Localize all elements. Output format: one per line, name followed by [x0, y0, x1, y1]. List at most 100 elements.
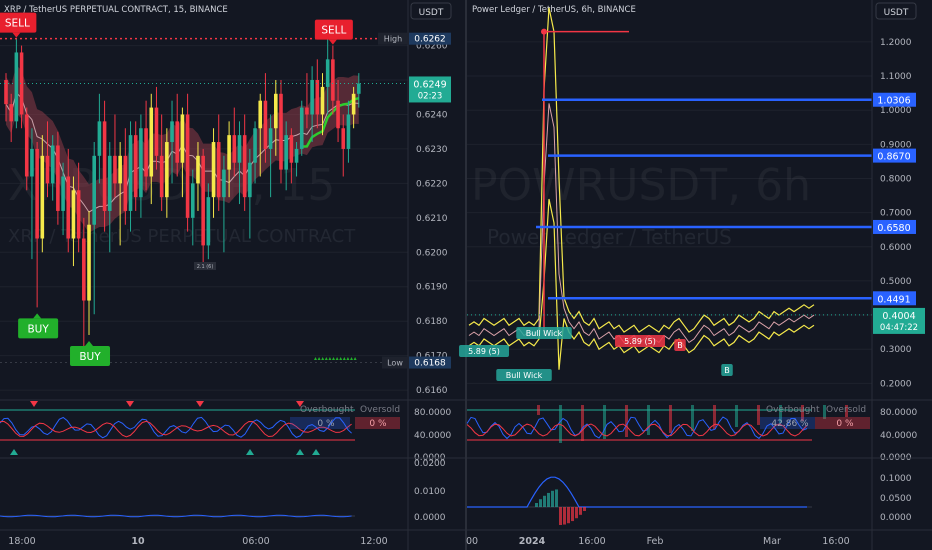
candle — [227, 121, 231, 198]
oversold-value-box — [815, 417, 870, 429]
time-tick-label: 16:00 — [822, 536, 849, 547]
currency-button-frame — [875, 2, 917, 20]
signal-tag: B — [721, 364, 733, 376]
candle — [66, 148, 71, 253]
oscillator-marker — [246, 449, 254, 455]
low-tag-box — [382, 356, 408, 369]
high-tag-label: High — [384, 35, 402, 44]
candle-body — [4, 80, 8, 105]
candle-body — [341, 128, 346, 149]
chart-title: XRP / TetherUS PERPETUAL CONTRACT, 15, B… — [4, 5, 228, 15]
candle — [289, 128, 294, 184]
candle — [294, 142, 299, 177]
price-tick-label: 1.2000 — [880, 38, 912, 48]
currency-button[interactable]: USDT — [875, 2, 917, 20]
candle — [45, 121, 50, 198]
candle — [180, 107, 185, 198]
candle — [222, 155, 226, 253]
candle — [92, 142, 97, 315]
right-background — [467, 0, 932, 550]
signal-tag: Bull Wick — [516, 327, 572, 339]
candle-body — [206, 197, 211, 246]
currency-button[interactable]: USDT — [410, 2, 452, 20]
candle — [279, 80, 283, 184]
price-tick-label: 0.6000 — [880, 243, 912, 253]
candle — [273, 80, 278, 156]
triangle-marker — [353, 357, 357, 360]
ema-green-line — [301, 96, 360, 148]
candle — [263, 73, 268, 163]
macd-tick-label: 0.1000 — [880, 474, 912, 484]
candle — [128, 121, 133, 232]
level-tag: 0.8670 — [873, 148, 916, 163]
buy-signal-arrow — [33, 313, 42, 319]
candle-body — [170, 121, 174, 143]
candle — [50, 135, 55, 201]
candle-body — [92, 155, 97, 225]
triangle-marker — [332, 357, 335, 360]
candle — [196, 142, 200, 211]
oscillator-marker — [296, 449, 304, 455]
candle — [336, 80, 340, 143]
signal-tag-label: 5.89 (5) — [624, 337, 656, 346]
buy-signal[interactable]: BUY — [70, 340, 111, 366]
candle — [123, 128, 128, 225]
overbought-value-box — [760, 417, 815, 429]
price-tick-label: 0.5000 — [880, 277, 912, 287]
countdown-label: 04:47:22 — [880, 323, 918, 333]
candle-body — [123, 155, 128, 211]
candle-body — [237, 135, 242, 163]
oscillator-marker — [30, 401, 38, 407]
candle-body — [263, 100, 268, 149]
oscillator-bar — [691, 405, 694, 431]
oscillator-tick-label: 80.0000 — [880, 408, 917, 418]
oscillator-tick-label: 40.0000 — [414, 431, 451, 441]
signal-tag-box — [615, 335, 665, 347]
candle — [71, 176, 76, 267]
signal-tag-label: B — [677, 341, 683, 350]
signal-tag-box — [721, 364, 733, 376]
sell-signal-label: SELL — [5, 18, 30, 30]
candle — [82, 217, 86, 356]
signal-tag-box — [459, 345, 509, 357]
overbought-value: 0 % — [317, 419, 335, 429]
candle-body — [24, 114, 29, 177]
oscillator-marker — [10, 449, 18, 455]
overbought-label: Overbought — [300, 405, 354, 415]
candle — [232, 107, 237, 177]
buy-signal-arrow — [85, 340, 94, 346]
macd-bar — [579, 507, 582, 515]
candle — [341, 114, 346, 177]
buy-signal-box — [18, 318, 59, 339]
signal-tag: 5.89 (5) — [615, 335, 665, 347]
candle-body — [82, 238, 86, 301]
macd-bar — [547, 492, 550, 507]
candle — [357, 73, 361, 108]
candle — [102, 100, 107, 232]
price-tick-label: 0.2000 — [880, 379, 912, 389]
candle — [216, 114, 221, 211]
candle — [284, 121, 288, 191]
level-tag-box — [873, 291, 916, 306]
candle — [118, 142, 122, 246]
overbought-value-box — [290, 417, 350, 429]
signal-tag-label: B — [724, 366, 730, 375]
low-value-box — [409, 356, 451, 369]
macd-bar — [535, 502, 538, 507]
candle-body — [19, 52, 24, 115]
level-tag: 1.0306 — [873, 92, 916, 107]
oscillator-bar — [559, 405, 562, 443]
time-tick-label: 10 — [131, 536, 145, 547]
candle — [175, 93, 180, 177]
candle-body — [216, 142, 221, 198]
sell-signal[interactable]: SELL — [314, 19, 353, 45]
sell-signal[interactable]: SELL — [0, 12, 37, 38]
buy-signal-box — [70, 345, 111, 366]
price-tick-label: 0.7000 — [880, 209, 912, 219]
candle — [24, 107, 29, 191]
candle-body — [258, 100, 263, 129]
buy-signal[interactable]: BUY — [18, 313, 59, 339]
oscillator-tick-label: 80.0000 — [414, 408, 451, 418]
time-tick-label: 18:00 — [8, 536, 35, 547]
